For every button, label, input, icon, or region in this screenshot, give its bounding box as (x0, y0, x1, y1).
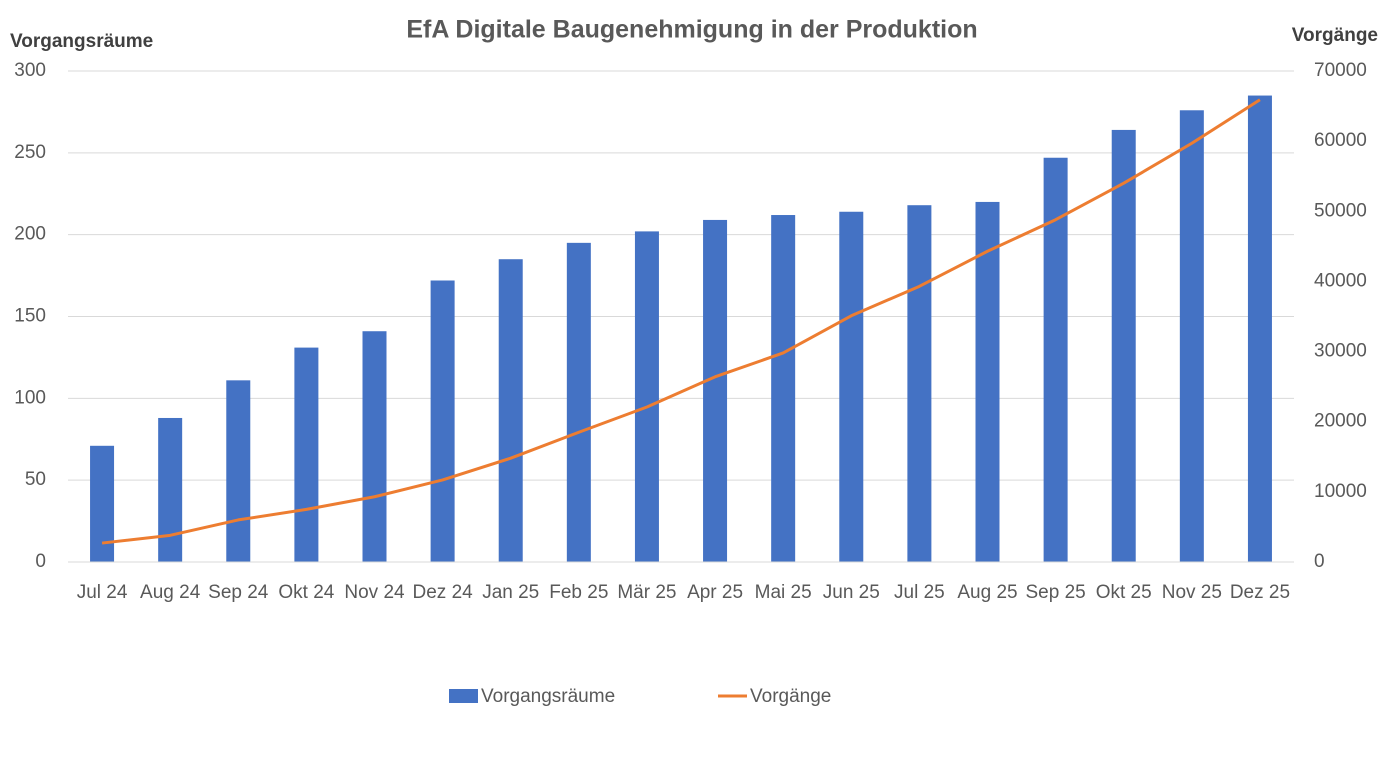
bar (498, 259, 523, 562)
x-tick-label: Aug 25 (957, 582, 1017, 603)
x-tick-label: Mai 25 (755, 582, 812, 603)
bar (703, 219, 728, 563)
y-tick-label: 50 (25, 469, 46, 490)
bar (1111, 129, 1136, 563)
y2-tick-label: 70000 (1314, 60, 1367, 81)
x-tick-label: Jul 25 (894, 582, 945, 603)
y2-tick-label: 0 (1314, 551, 1325, 572)
x-tick-label: Apr 25 (687, 582, 743, 603)
x-tick-label: Dez 24 (413, 582, 474, 603)
y-tick-label: 300 (14, 60, 46, 81)
legend-label: Vorgangsräume (481, 686, 615, 707)
y2-tick-label: 40000 (1314, 270, 1367, 291)
x-tick-label: Dez 25 (1230, 582, 1290, 603)
x-tick-label: Jan 25 (482, 582, 539, 603)
bar (1043, 157, 1068, 562)
y-tick-label: 100 (14, 387, 46, 408)
bar (294, 347, 319, 562)
x-tick-label: Nov 24 (344, 582, 405, 603)
chart-title: EfA Digitale Baugenehmigung in der Produ… (406, 16, 977, 44)
x-tick-label: Nov 25 (1162, 582, 1222, 603)
x-tick-label: Feb 25 (549, 582, 608, 603)
y2-tick-label: 30000 (1314, 341, 1367, 362)
bar (907, 205, 932, 562)
x-tick-label: Sep 25 (1025, 582, 1085, 603)
y2-tick-label: 10000 (1314, 481, 1367, 502)
y2-tick-label: 50000 (1314, 200, 1367, 221)
x-tick-label: Mär 25 (617, 582, 676, 603)
x-tick-label: Okt 24 (278, 582, 334, 603)
bar (634, 231, 659, 563)
bar (566, 242, 591, 562)
x-tick-label: Okt 25 (1096, 582, 1152, 603)
y2-axis-title: Vorgänge (1292, 25, 1378, 46)
line (101, 98, 1261, 545)
bar (226, 380, 251, 562)
legend-swatch (449, 689, 478, 703)
y-axis-title: Vorgangsräume (10, 31, 153, 52)
bar (90, 445, 115, 562)
x-tick-label: Sep 24 (208, 582, 269, 603)
bar (1247, 95, 1272, 563)
y-tick-label: 150 (14, 306, 46, 327)
x-tick-label: Aug 24 (140, 582, 201, 603)
y2-tick-label: 60000 (1314, 130, 1367, 151)
bar (839, 211, 864, 562)
bar (158, 417, 183, 562)
bar (430, 280, 455, 562)
y-tick-label: 250 (14, 142, 46, 163)
bar (362, 331, 387, 562)
x-tick-label: Jun 25 (823, 582, 880, 603)
y-tick-label: 200 (14, 224, 46, 245)
legend-label: Vorgänge (750, 686, 831, 707)
y2-tick-label: 20000 (1314, 411, 1367, 432)
bar (771, 215, 796, 562)
x-tick-label: Jul 24 (77, 582, 128, 603)
bar (1179, 110, 1204, 562)
bar (975, 201, 1000, 562)
y-tick-label: 0 (35, 551, 46, 572)
